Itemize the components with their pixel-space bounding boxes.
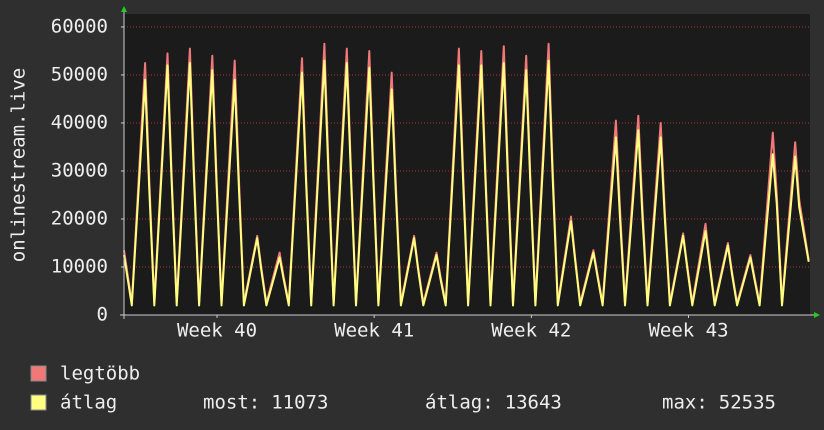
stat-label: most: (203, 392, 260, 414)
y-tick-label: 30000 (51, 159, 108, 181)
y-axis-label: onlinestream.live (8, 68, 30, 262)
y-tick-label: 20000 (51, 207, 108, 229)
y-tick-label: 60000 (51, 15, 108, 37)
legend-swatch (30, 365, 47, 382)
x-tick-label: Week 43 (648, 320, 728, 342)
y-tick-label: 50000 (51, 63, 108, 85)
marks (123, 42, 810, 307)
y-tick-label: 0 (97, 304, 108, 326)
x-tick-label: Week 40 (177, 320, 257, 342)
legend-label: átlag (60, 392, 117, 414)
stat-label: átlag: (425, 392, 494, 414)
stat-value: 52535 (719, 392, 776, 414)
legend-label: legtöbb (60, 363, 140, 385)
series-line (123, 59, 810, 307)
axis-arrow (121, 6, 127, 12)
stat-value: 13643 (505, 392, 562, 414)
labels: 0 10000 20000 30000 40000 50000 60000 Week 40 We… (30, 15, 776, 414)
stat-label: max: (662, 392, 708, 414)
x-tick-label: Week 42 (491, 320, 571, 342)
x-tick-label: Week 41 (334, 320, 414, 342)
y-tick-label: 10000 (51, 255, 108, 277)
axis-arrow (814, 312, 820, 318)
legend-swatch (30, 394, 47, 411)
y-tick-label: 40000 (51, 111, 108, 133)
stat-value: 11073 (271, 392, 328, 414)
